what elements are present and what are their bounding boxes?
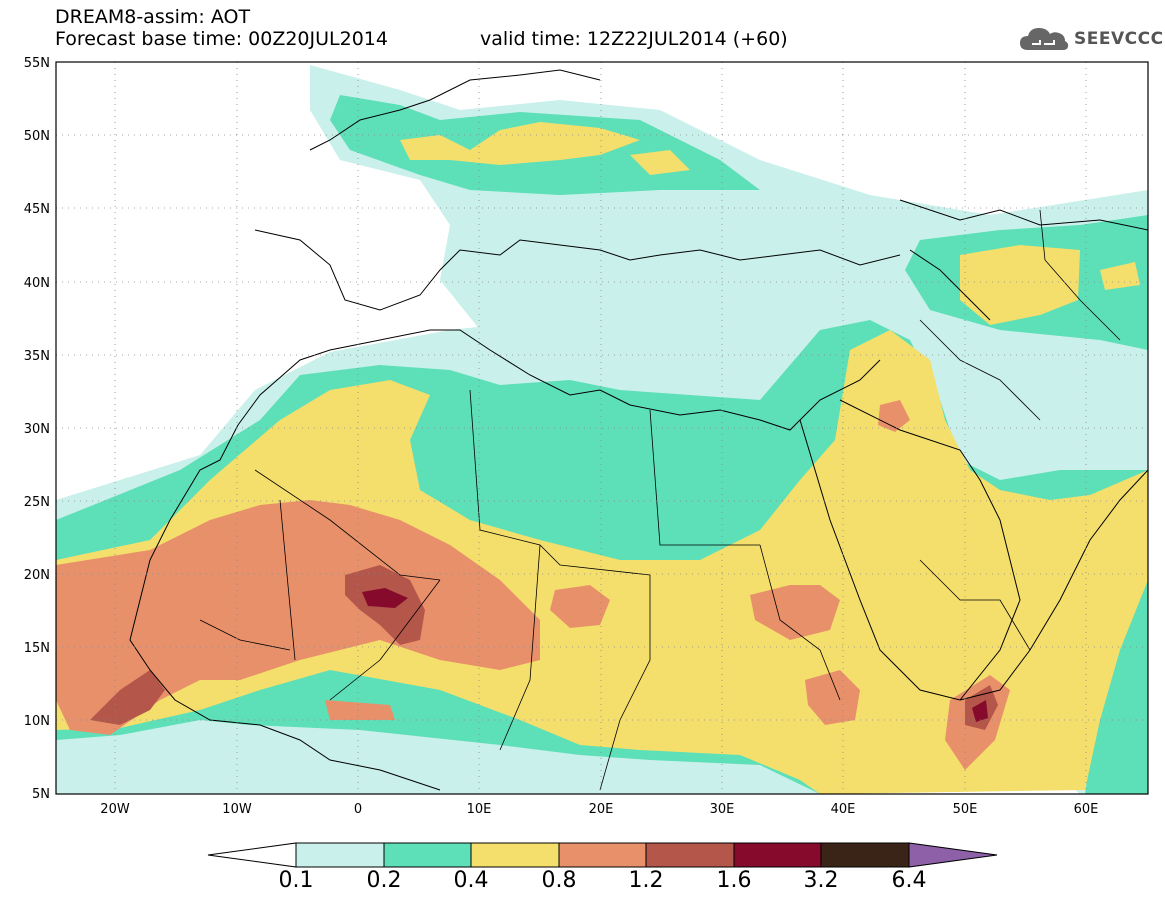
lat-label: 30N (24, 422, 50, 437)
logo-text: SEEVCCC (1074, 29, 1164, 49)
forecast-base-time: Forecast base time: 00Z20JUL2014 (55, 28, 388, 50)
lon-label: 30E (710, 802, 735, 817)
lat-label: 40N (24, 276, 50, 291)
map-frame (55, 61, 1149, 795)
lat-label: 5N (32, 787, 50, 802)
colorbar-arrow-low (207, 842, 297, 868)
lon-label: 10E (467, 802, 492, 817)
lon-label: 10W (222, 802, 252, 817)
map-title: DREAM8-assim: AOT (55, 6, 251, 28)
lon-label: 50E (953, 802, 978, 817)
lat-label: 10N (24, 714, 50, 729)
colorbar-bin (820, 842, 910, 868)
colorbar-label: 0.8 (541, 868, 577, 893)
colorbar (207, 842, 998, 868)
lon-label: 20E (589, 802, 614, 817)
colorbar-bin (383, 842, 472, 868)
colorbar-label: 0.1 (278, 868, 314, 893)
coastlines (129, 69, 1148, 791)
lat-label: 15N (24, 641, 50, 656)
longitude-labels: 20W 10W 0 10E 20E 30E 40E 50E 60E (100, 802, 1098, 817)
colorbar-label: 0.2 (366, 868, 402, 893)
colorbar-label: 1.2 (628, 868, 664, 893)
colorbar-bin (295, 842, 385, 868)
colorbar-bin (645, 842, 735, 868)
lon-label: 60E (1074, 802, 1099, 817)
colorbar-label: 0.4 (453, 868, 489, 893)
colorbar-bin (558, 842, 647, 868)
lat-label: 45N (24, 202, 50, 217)
grid-lines (56, 62, 1148, 794)
colorbar-arrow-high (908, 842, 998, 868)
colorbar-label: 3.2 (803, 868, 839, 893)
colorbar-label: 1.6 (716, 868, 752, 893)
lon-label: 20W (100, 802, 130, 817)
cloud-icon (1020, 28, 1069, 50)
lat-label: 50N (24, 129, 50, 144)
political-borders (199, 209, 1121, 791)
lon-label: 40E (831, 802, 856, 817)
colorbar-bin (470, 842, 560, 868)
aot-shading (56, 62, 1148, 794)
colorbar-bin (733, 842, 822, 868)
lat-label: 55N (24, 56, 50, 71)
lat-label: 25N (24, 495, 50, 510)
lat-label: 35N (24, 349, 50, 364)
lat-label: 20N (24, 568, 50, 583)
valid-time: valid time: 12Z22JUL2014 (+60) (480, 28, 788, 50)
seevccc-logo: SEEVCCC (1018, 22, 1164, 56)
latitude-labels: 55N 50N 45N 40N 35N 30N 25N 20N 15N 10N … (24, 56, 50, 802)
lon-label: 0 (354, 802, 362, 817)
colorbar-label: 6.4 (891, 868, 927, 893)
